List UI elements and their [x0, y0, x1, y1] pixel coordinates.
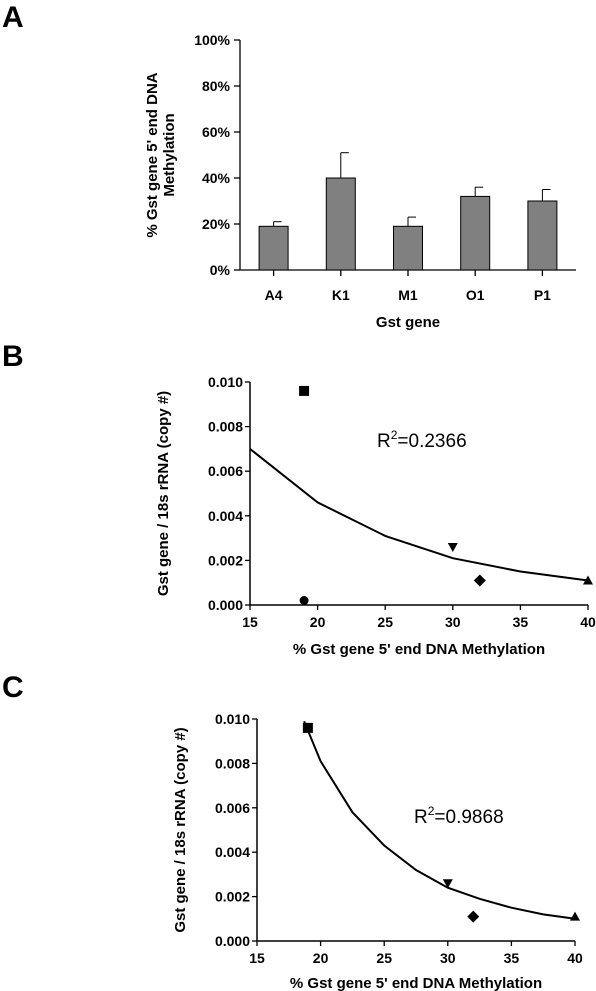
y-tick-label: 0.002 — [208, 552, 243, 568]
data-point-square — [302, 722, 313, 733]
r-squared-annotation: R2=0.2366 — [377, 428, 467, 452]
x-tick-label: K1 — [332, 287, 350, 303]
bar — [527, 200, 558, 271]
y-tick-label: 0.004 — [208, 508, 243, 524]
x-tick-label: 35 — [504, 950, 520, 966]
panel-letter-c: C — [2, 671, 24, 704]
x-axis-title: % Gst gene 5' end DNA Methylation — [293, 641, 545, 658]
r-squared-value: =0.9868 — [434, 807, 503, 828]
y-tick-label: 0.010 — [215, 711, 250, 727]
panel-letter-b: B — [2, 340, 24, 373]
y-tick-label: 0.010 — [208, 374, 243, 390]
y-axis-title: Gst gene / 18s rRNA (copy #) — [172, 727, 189, 932]
panel-b-scatter-plot: 0.000 0.002 0.004 0.006 0.008 0.010 15 20 25 30 35… — [155, 374, 596, 658]
y-tick-label: 80% — [202, 78, 231, 94]
y-tick-label: 100% — [194, 32, 230, 48]
data-point-triangle-up — [583, 575, 593, 585]
x-tick-label: 30 — [440, 950, 456, 966]
x-tick-label: 15 — [249, 950, 265, 966]
y-axis-title: Gst gene / 18s rRNA (copy #) — [155, 391, 172, 596]
data-point-diamond — [473, 574, 486, 587]
x-tick-label: 30 — [445, 614, 461, 630]
y-tick-label: 0.006 — [215, 800, 250, 816]
data-point-triangle-down — [442, 879, 453, 889]
data-point-triangle-down — [447, 543, 458, 553]
x-tick-label: A4 — [265, 287, 283, 303]
y-axis-title-line: % Gst gene 5' end DNA — [144, 72, 161, 237]
bar — [258, 225, 289, 271]
r-squared-value: =0.2366 — [397, 431, 466, 452]
y-tick-label: 60% — [202, 124, 231, 140]
data-point-circle — [299, 596, 309, 606]
r-squared-superscript: 2 — [428, 804, 435, 818]
y-tick-label: 0.004 — [215, 844, 250, 860]
x-axis-title: Gst gene — [376, 314, 440, 331]
x-tick-label: 25 — [376, 950, 392, 966]
data-point-diamond — [467, 910, 480, 923]
r-squared-annotation: R2=0.9868 — [414, 804, 504, 828]
y-tick-label: 20% — [202, 216, 231, 232]
bar — [393, 225, 423, 271]
x-tick-label: 35 — [513, 614, 529, 630]
y-axis-title: % Gst gene 5' end DNAMethylation — [144, 72, 178, 237]
bar — [460, 195, 491, 271]
r-squared-superscript: 2 — [391, 428, 398, 442]
x-tick-label: 20 — [310, 614, 326, 630]
x-tick-label: 40 — [580, 614, 596, 630]
panel-c-scatter-plot: 0.000 0.002 0.004 0.006 0.008 0.010 15 20 25 30 35… — [172, 711, 583, 991]
y-tick-label: 0.000 — [215, 933, 250, 949]
x-tick-label: 15 — [242, 614, 258, 630]
y-tick-label: 40% — [202, 170, 231, 186]
data-point-triangle-up — [570, 911, 580, 921]
panel-letter-a: A — [2, 1, 24, 34]
x-axis-title: % Gst gene 5' end DNA Methylation — [290, 975, 542, 991]
x-tick-label: 40 — [567, 950, 583, 966]
r-squared-prefix: R — [414, 807, 428, 828]
y-tick-label: 0.000 — [208, 597, 243, 613]
panel-a-bar-chart: 0% 20% 40% 60% 80% 100% A4 K1 M1 O1 P1 Gst gene % Gs… — [144, 32, 576, 331]
x-tick-label: 20 — [313, 950, 329, 966]
x-tick-label: O1 — [466, 287, 485, 303]
data-point-square — [299, 385, 310, 396]
x-tick-label: 25 — [377, 614, 393, 630]
y-tick-label: 0.008 — [208, 419, 243, 435]
y-tick-label: 0.002 — [215, 889, 250, 905]
x-tick-label: P1 — [534, 287, 551, 303]
y-tick-label: 0.008 — [215, 755, 250, 771]
y-tick-label: 0% — [210, 262, 231, 278]
y-axis-title-line: Methylation — [161, 113, 178, 196]
fit-curve — [303, 720, 576, 920]
x-tick-label: M1 — [398, 287, 418, 303]
y-tick-label: 0.006 — [208, 463, 243, 479]
r-squared-prefix: R — [377, 431, 391, 452]
fit-curve — [249, 448, 589, 582]
bar — [325, 177, 356, 271]
